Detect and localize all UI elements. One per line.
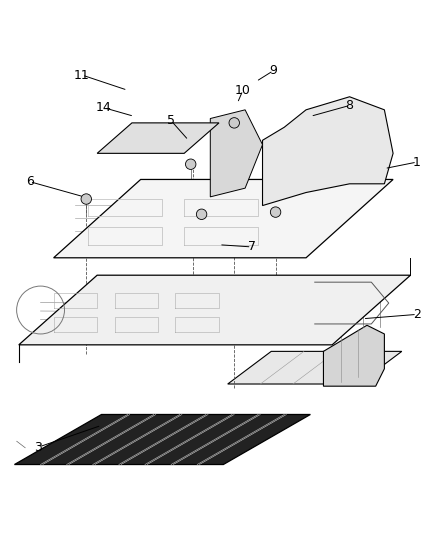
Text: 7: 7 [247, 240, 256, 253]
Text: 9: 9 [269, 64, 277, 77]
Polygon shape [323, 325, 385, 386]
Text: 2: 2 [413, 308, 421, 321]
Polygon shape [228, 351, 402, 384]
Polygon shape [19, 275, 410, 345]
Polygon shape [97, 123, 219, 154]
Polygon shape [14, 415, 311, 465]
Text: 1: 1 [413, 156, 421, 168]
Text: 14: 14 [96, 101, 112, 114]
Circle shape [81, 194, 92, 204]
Circle shape [229, 118, 240, 128]
Circle shape [185, 159, 196, 169]
Text: 3: 3 [35, 441, 42, 454]
Text: 10: 10 [235, 84, 251, 96]
Polygon shape [53, 180, 393, 258]
Text: 8: 8 [346, 99, 353, 112]
Circle shape [270, 207, 281, 217]
Text: 6: 6 [26, 175, 34, 188]
Text: 11: 11 [74, 69, 90, 82]
Polygon shape [210, 110, 262, 197]
Text: 5: 5 [167, 114, 175, 127]
Polygon shape [262, 97, 393, 206]
Circle shape [196, 209, 207, 220]
